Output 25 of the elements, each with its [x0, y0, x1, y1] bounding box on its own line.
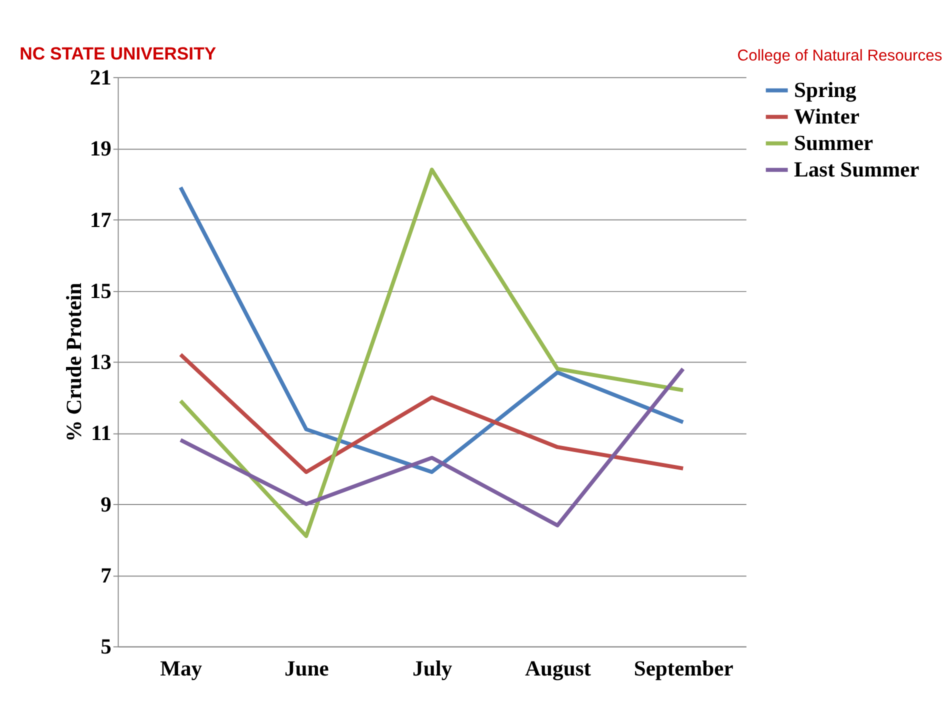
y-axis-title: % Crude Protein [62, 282, 86, 442]
y-tick-label: 17 [90, 208, 112, 232]
line-series [178, 168, 686, 538]
y-tick-label: 11 [91, 421, 112, 446]
y-tick-label: 9 [100, 492, 112, 516]
y-tick-label: 19 [90, 136, 112, 161]
legend-label: Spring [794, 78, 857, 102]
x-tick-label: September [634, 656, 734, 680]
legend-label: Last Summer [794, 158, 920, 182]
x-tick-label: July [412, 656, 452, 680]
y-tick-label: 7 [100, 564, 112, 588]
line-series [178, 185, 686, 474]
y-tick-label: 5 [100, 634, 112, 659]
y-tick-label: 15 [90, 278, 112, 303]
x-tick-label: August [524, 656, 592, 680]
legend-label: Winter [794, 104, 860, 129]
y-tick-label: 13 [90, 350, 112, 374]
x-tick-label: June [284, 656, 330, 680]
line-series [178, 366, 686, 528]
text: College of Natural Resources [737, 47, 942, 64]
legend-label: Summer [794, 131, 874, 156]
y-tick-label: 21 [90, 65, 112, 90]
x-tick-label: May [160, 656, 202, 680]
text: NC STATE UNIVERSITY [20, 43, 216, 64]
line-series [178, 352, 686, 474]
